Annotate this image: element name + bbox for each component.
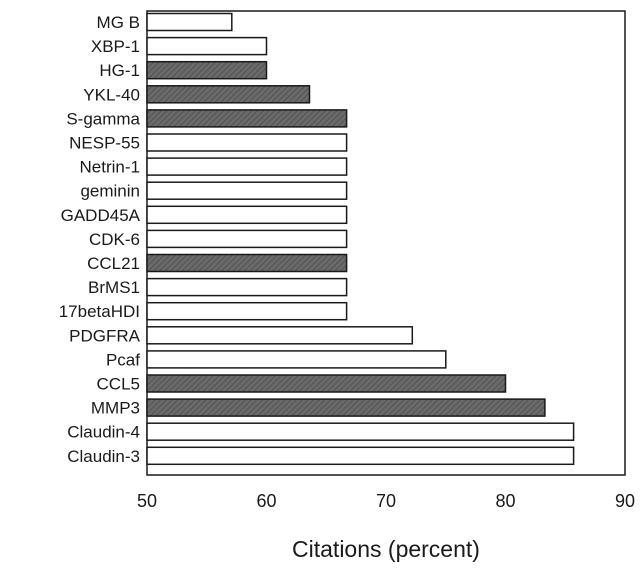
category-label: CCL21: [87, 254, 140, 273]
bar-netrin-1: [146, 157, 348, 176]
bar-pcaf: [146, 350, 447, 369]
category-label: MMP3: [91, 399, 140, 418]
bar-ccl21: [146, 253, 348, 273]
bar-ykl-40: [146, 85, 311, 104]
x-axis-ticks: 50 60 70 80 90: [137, 491, 635, 511]
category-label: XBP-1: [91, 37, 140, 56]
x-tick-label: 50: [137, 491, 157, 511]
bar-geminin: [146, 181, 348, 200]
bar-17betahdi: [146, 301, 348, 321]
category-label: geminin: [80, 182, 140, 201]
bar-claudin-3: [146, 446, 575, 466]
bar-brms1: [146, 277, 348, 297]
category-label: PDGFRA: [69, 326, 141, 345]
category-labels: MG B XBP-1 HG-1 YKL-40 S-gamma NESP-55 Netrin-…: [59, 13, 141, 466]
bar-claudin-4: [146, 422, 575, 441]
category-label: Pcaf: [106, 350, 140, 369]
category-label: S-gamma: [66, 109, 140, 128]
bar-hg-1: [146, 60, 268, 80]
bar-s-gamma: [146, 109, 348, 128]
bars-group: [146, 12, 575, 466]
x-tick-label: 80: [495, 491, 515, 511]
category-label: Claudin-3: [67, 447, 140, 466]
category-label: BrMS1: [88, 278, 140, 297]
bar-cdk-6: [146, 229, 348, 249]
category-label: NESP-55: [69, 134, 140, 153]
bar-gadd45a: [146, 205, 348, 225]
category-label: Netrin-1: [80, 158, 140, 177]
category-label: HG-1: [99, 61, 140, 80]
category-label: YKL-40: [83, 85, 140, 104]
category-label: GADD45A: [61, 206, 141, 225]
x-tick-label: 60: [256, 491, 276, 511]
x-tick-label: 90: [615, 491, 635, 511]
category-label: CCL5: [97, 375, 140, 394]
bar-nesp-55: [146, 133, 348, 152]
bar-pdgfra: [146, 326, 414, 345]
bar-xbp-1: [146, 36, 268, 56]
bar-mmp3: [146, 398, 546, 417]
category-label: 17betaHDI: [59, 302, 140, 321]
x-axis-title: Citations (percent): [292, 536, 480, 562]
x-tick-label: 70: [376, 491, 396, 511]
bar-ccl5: [146, 374, 507, 393]
bar-mg-b: [146, 12, 233, 32]
category-label: Claudin-4: [67, 423, 140, 442]
category-label: CDK-6: [89, 230, 140, 249]
category-label: MG B: [97, 13, 140, 32]
